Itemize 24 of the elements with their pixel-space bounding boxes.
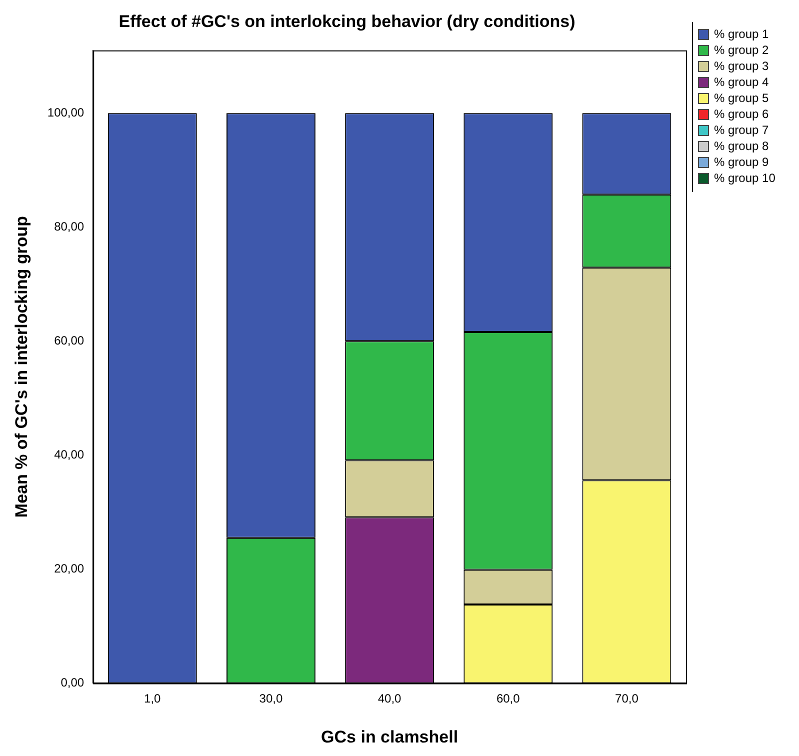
- legend-label: % group 9: [714, 155, 769, 169]
- legend-label: % group 5: [714, 91, 769, 105]
- x-tick-label: 1,0: [144, 692, 162, 706]
- legend-label: % group 6: [714, 107, 769, 121]
- y-axis-title: Mean % of GC's in interlocking group: [12, 216, 31, 518]
- legend-label: % group 2: [714, 43, 769, 57]
- legend-label: % group 1: [714, 27, 769, 41]
- y-tick-label: 60,00: [54, 333, 84, 348]
- legend-label: % group 10: [714, 171, 776, 185]
- y-tick-label: 20,00: [54, 561, 84, 576]
- legend-label: % group 7: [714, 123, 769, 137]
- legend-label: % group 4: [714, 75, 769, 89]
- y-tick-label: 80,00: [54, 219, 84, 234]
- y-tick-label: 40,00: [54, 447, 84, 462]
- x-axis-title: GCs in clamshell: [321, 727, 458, 746]
- y-tick-label: 0,00: [60, 676, 84, 690]
- y-tick-label: 100,00: [47, 105, 84, 120]
- x-tick-label: 70,0: [615, 692, 639, 706]
- legend-label: % group 8: [714, 139, 769, 153]
- x-tick-label: 40,0: [378, 692, 402, 706]
- chart-title: Effect of #GC's on interlokcing behavior (dry conditions): [118, 12, 576, 31]
- x-tick-label: 30,0: [259, 692, 283, 706]
- legend-label: % group 3: [714, 59, 769, 73]
- x-tick-label: 60,0: [496, 692, 520, 706]
